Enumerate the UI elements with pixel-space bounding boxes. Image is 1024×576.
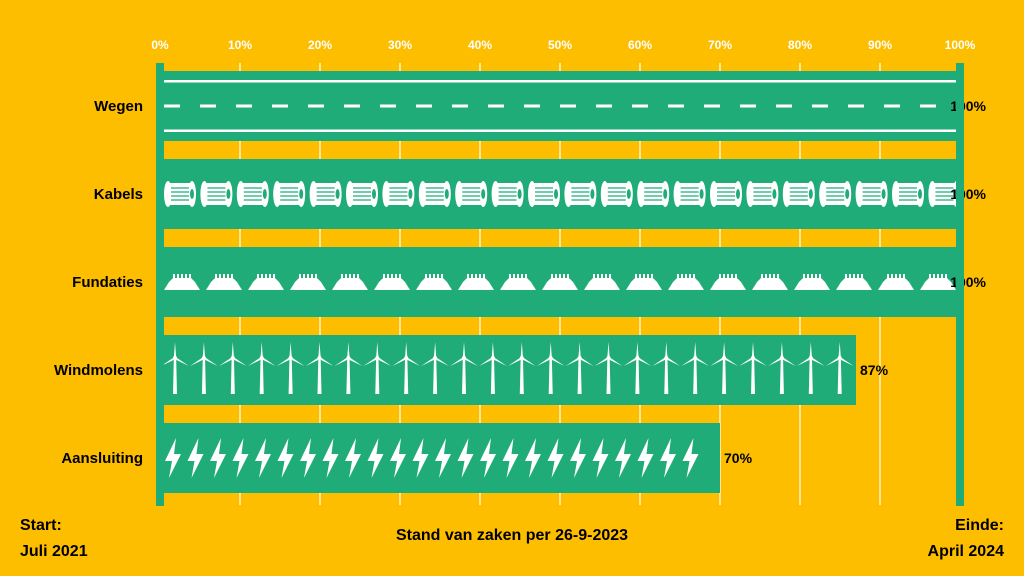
x-tick-label: 90% <box>868 38 892 52</box>
bar <box>160 335 856 405</box>
foundation-icon <box>164 274 956 290</box>
start-label: Start: Juli 2021 <box>20 517 88 560</box>
x-tick-label: 70% <box>708 38 732 52</box>
category-label: Windmolens <box>54 362 143 379</box>
category-label: Wegen <box>94 98 143 115</box>
status-date-label: Stand van zaken per 26-9-2023 <box>395 527 629 544</box>
value-label: 70% <box>724 450 753 466</box>
value-label: 100% <box>950 274 986 290</box>
wind-turbine-icon <box>161 342 854 394</box>
x-tick-label: 50% <box>548 38 572 52</box>
road-dash-icon <box>163 80 957 132</box>
value-label: 100% <box>950 186 986 202</box>
x-tick-label: 0% <box>151 38 169 52</box>
x-tick-label: 40% <box>468 38 492 52</box>
cable-spool-icon <box>164 181 961 207</box>
start-axis-line <box>156 63 164 506</box>
category-label: Fundaties <box>72 274 143 291</box>
x-tick-label: 30% <box>388 38 412 52</box>
x-tick-label: 20% <box>308 38 332 52</box>
value-label: 87% <box>860 362 889 378</box>
value-label: 100% <box>950 98 986 114</box>
category-label: Kabels <box>94 186 143 203</box>
end-label: Einde: April 2024 <box>927 517 1004 560</box>
x-tick-label: 60% <box>628 38 652 52</box>
end-axis-line <box>956 63 964 506</box>
lightning-bolt-icon <box>165 438 699 478</box>
category-label: Aansluiting <box>61 450 143 467</box>
x-tick-label: 80% <box>788 38 812 52</box>
x-tick-label: 10% <box>228 38 252 52</box>
x-tick-label: 100% <box>945 38 976 52</box>
